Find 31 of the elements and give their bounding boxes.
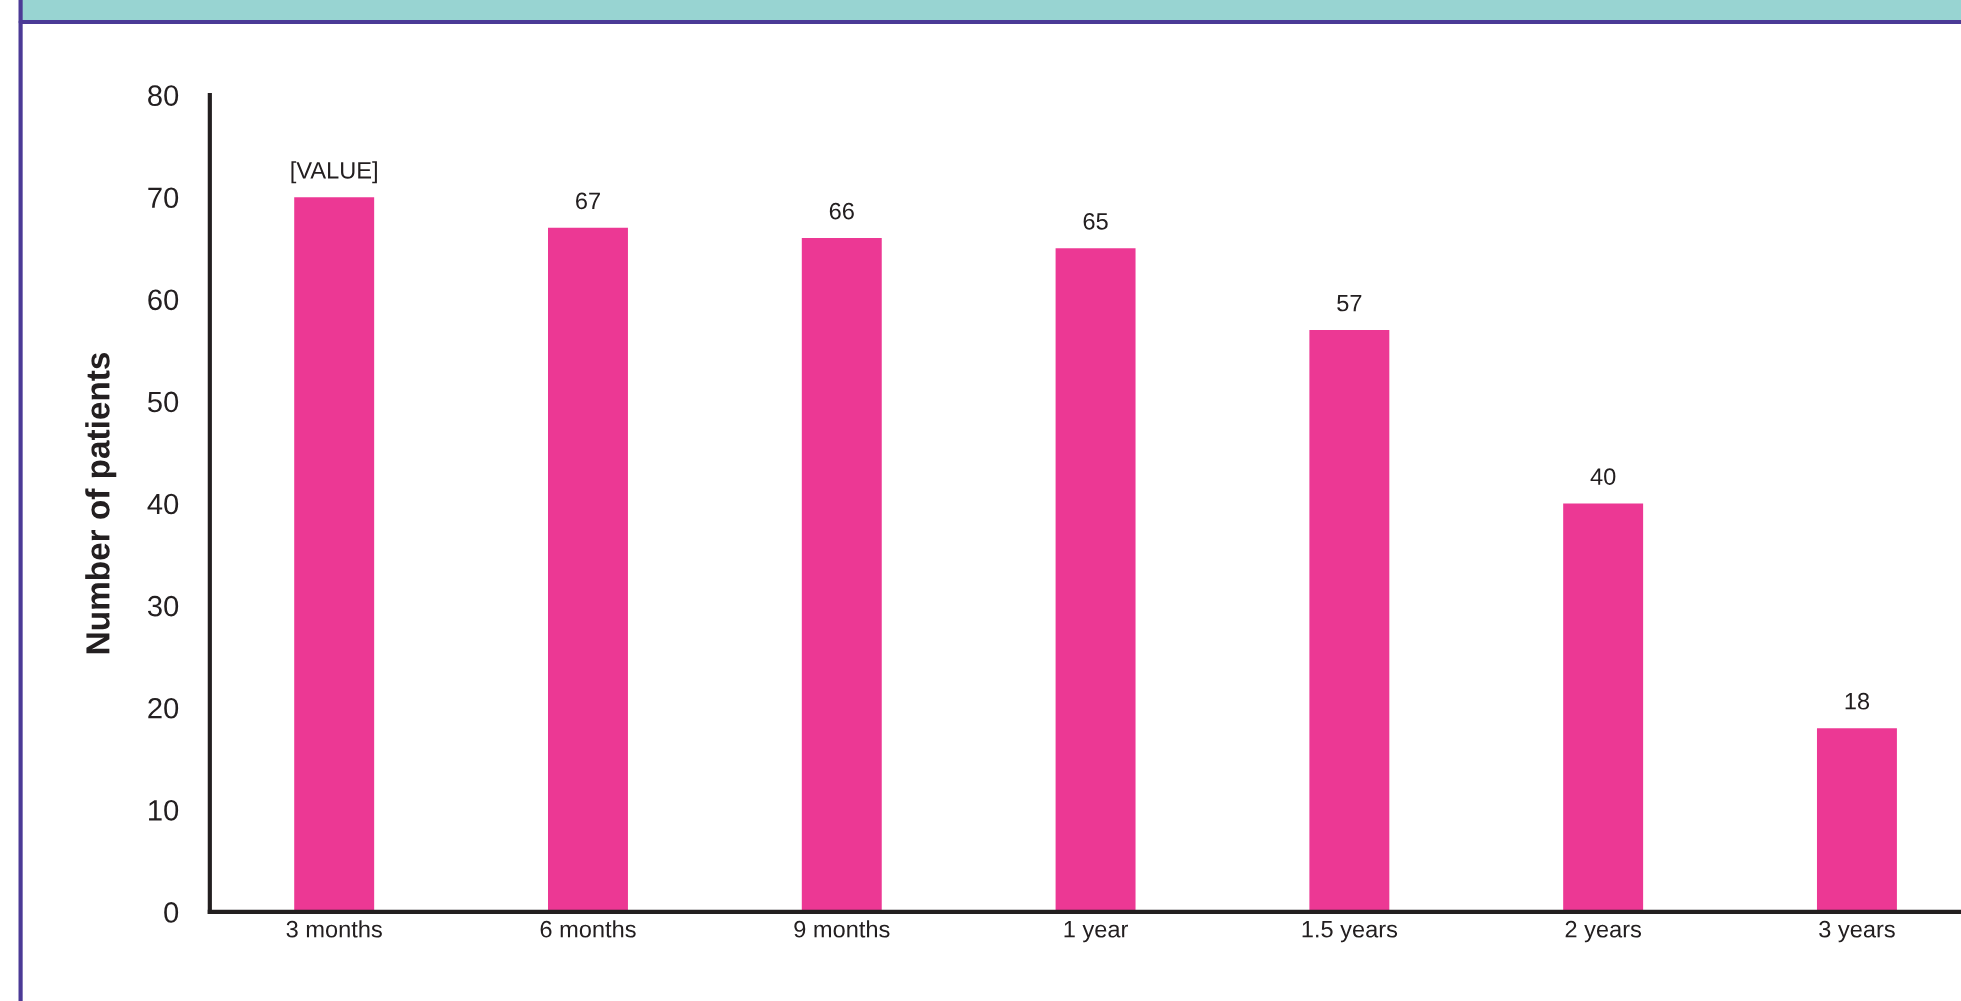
data-label: 65: [1083, 212, 1108, 230]
bar: [801, 238, 882, 912]
y-tick-label: 60: [148, 289, 179, 311]
y-tick-label: 20: [148, 697, 179, 719]
y-axis-title: Number of patients: [85, 353, 117, 654]
bar: [1816, 728, 1897, 912]
y-tick-label: 70: [148, 187, 179, 209]
x-tick-label: 3 months: [286, 920, 382, 938]
data-label: 67: [576, 192, 600, 210]
x-tick-label: 2 years: [1565, 920, 1642, 943]
data-label: 66: [829, 202, 854, 220]
data-label: 57: [1337, 294, 1362, 312]
bar: [1055, 248, 1136, 912]
y-tick-label: 50: [148, 391, 179, 413]
x-tick-label: 3 years: [1819, 920, 1895, 943]
bar: [1309, 329, 1390, 912]
bar: [1563, 503, 1644, 912]
y-tick-label: 80: [148, 85, 179, 106]
data-label: 40: [1590, 468, 1616, 485]
x-tick-label: 1.5 years: [1302, 921, 1398, 943]
y-tick-label: 40: [147, 493, 179, 515]
x-tick-label: 6 months: [540, 920, 636, 938]
y-tick-label: 0: [164, 902, 179, 923]
data-label: [VALUE]: [291, 161, 377, 184]
bar: [294, 197, 375, 912]
y-tick-label: 30: [147, 595, 179, 617]
x-tick-label: 1 year: [1064, 921, 1128, 943]
bar: [548, 227, 628, 912]
data-label: 18: [1845, 692, 1870, 710]
y-tick-label: 10: [149, 800, 179, 821]
x-tick-label: 9 months: [794, 920, 890, 938]
